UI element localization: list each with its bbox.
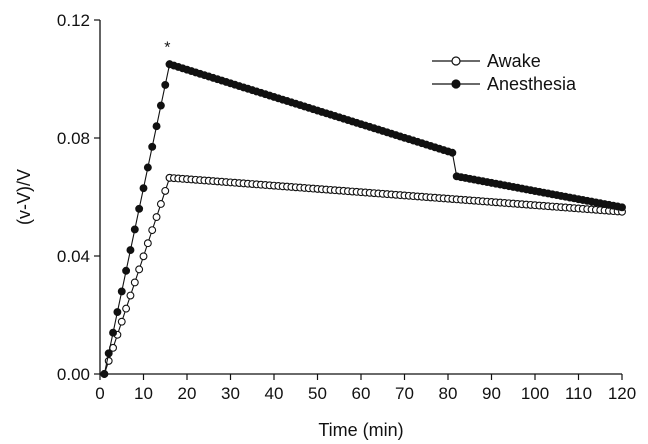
data-point — [448, 148, 457, 157]
y-tick-label: 0.08 — [57, 129, 90, 148]
data-point — [156, 101, 165, 110]
x-tick-label: 110 — [565, 384, 592, 403]
data-point — [156, 200, 165, 208]
x-tick-label: 20 — [178, 384, 197, 403]
x-tick-label: 50 — [308, 384, 327, 403]
x-tick-label: 100 — [521, 384, 549, 403]
series-line — [103, 63, 623, 375]
data-point — [143, 239, 152, 248]
data-point — [148, 226, 157, 235]
x-tick-label: 40 — [265, 384, 284, 403]
legend-anesthesia-label: Anesthesia — [487, 74, 577, 94]
data-point — [143, 163, 152, 172]
legend-awake-label: Awake — [487, 51, 541, 71]
data-point — [161, 186, 170, 195]
data-point — [113, 308, 122, 316]
x-tick-label: 70 — [395, 384, 414, 403]
series-layer — [100, 60, 626, 378]
data-point — [139, 184, 148, 193]
y-axis-title: (v-V)/V — [14, 169, 34, 225]
data-point — [130, 225, 139, 234]
annotation-asterisk: * — [164, 39, 170, 56]
data-point — [109, 328, 118, 337]
data-point — [148, 142, 157, 151]
x-tick-label: 80 — [439, 384, 458, 403]
data-point — [117, 317, 126, 326]
series-anesthesia — [100, 60, 626, 378]
y-tick-label: 0.00 — [57, 365, 90, 384]
x-tick-label: 10 — [134, 384, 153, 403]
data-point — [126, 291, 135, 300]
data-point — [104, 349, 113, 358]
x-axis-title: Time (min) — [318, 420, 403, 440]
data-point — [152, 213, 161, 222]
data-point — [117, 287, 126, 296]
data-point — [122, 266, 131, 275]
tick-group: 0 10 20 30 40 50 60 70 80 90 100 110 120 0.00 0.04 0.08… — [57, 11, 636, 403]
data-point — [618, 203, 626, 212]
data-point — [161, 80, 170, 89]
legend-anesthesia-marker — [451, 79, 461, 89]
x-tick-label: 30 — [221, 384, 240, 403]
data-point — [100, 370, 109, 378]
data-point — [126, 246, 135, 255]
data-point — [152, 122, 161, 131]
data-point — [135, 204, 144, 213]
x-tick-label: 0 — [95, 384, 104, 403]
data-point — [135, 265, 144, 274]
y-tick-label: 0.12 — [57, 11, 90, 30]
legend: Awake Anesthesia — [432, 51, 577, 94]
data-point — [122, 304, 131, 313]
x-tick-label: 60 — [352, 384, 371, 403]
series-awake — [100, 173, 626, 378]
legend-awake-marker — [451, 56, 461, 66]
x-tick-label: 90 — [482, 384, 501, 403]
data-point — [130, 278, 139, 287]
x-tick-label: 120 — [608, 384, 636, 403]
data-point — [139, 252, 148, 261]
y-tick-label: 0.04 — [57, 247, 90, 266]
